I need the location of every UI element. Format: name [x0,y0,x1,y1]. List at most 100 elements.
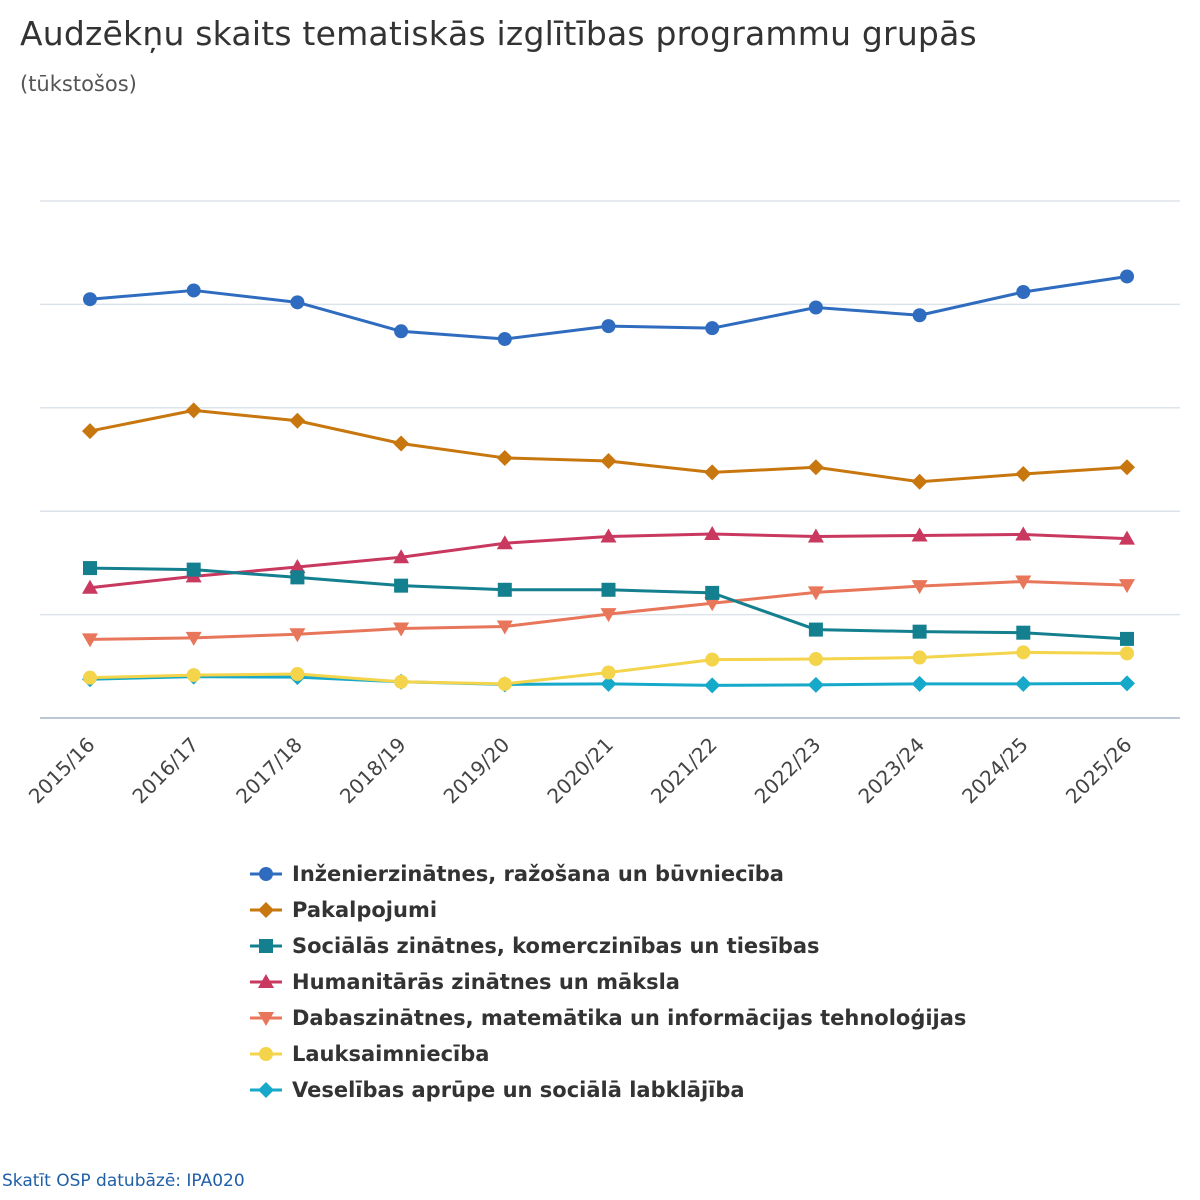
data-point[interactable] [600,608,617,623]
source-database-link[interactable]: Skatīt OSP datubāzē: IPA020 [2,1171,245,1191]
legend-label: Sociālās zinātnes, komerczinības un ties… [292,934,820,958]
data-point[interactable] [1120,269,1134,284]
legend-label: Pakalpojumi [292,898,438,922]
data-point[interactable] [600,528,617,543]
data-point[interactable] [705,321,720,336]
data-point[interactable] [911,473,928,490]
data-point[interactable] [911,527,928,542]
legend-item[interactable]: Dabaszinātnes, matemātika un informācija… [248,1000,966,1036]
data-point[interactable] [704,597,721,612]
legend-marker-diamond [250,1082,282,1098]
data-point[interactable] [912,624,927,639]
series-2 [82,402,1135,490]
data-point[interactable] [705,585,720,600]
x-tick-label: 2024/25 [957,733,1033,809]
data-point[interactable] [82,423,98,440]
data-point[interactable] [394,674,409,689]
data-point[interactable] [1120,646,1134,661]
x-tick-label: 2019/20 [439,733,515,809]
data-point[interactable] [704,464,721,481]
legend-item[interactable]: Humanitārās zinātnes un māksla [248,964,966,1000]
data-point[interactable] [290,667,305,682]
data-point[interactable] [289,412,306,429]
line-chart: 2015/16 2016/17 2017/18 2018/19 2019/20 2020/… [24,200,1180,809]
data-point[interactable] [83,292,97,307]
legend-marker-square [250,939,282,953]
data-point[interactable] [185,402,202,419]
data-point[interactable] [1015,465,1032,482]
data-point[interactable] [289,628,306,643]
data-point[interactable] [911,675,928,692]
x-tick-label: 2021/22 [646,733,722,809]
series-group [82,269,1135,694]
data-point[interactable] [83,670,97,685]
chart-title: Audzēkņu skaits tematiskās izglītības pr… [20,14,977,53]
legend-item[interactable]: Veselības aprūpe un sociālā labklājība [248,1072,966,1108]
data-point[interactable] [1015,575,1032,590]
data-point[interactable] [808,300,823,315]
data-point[interactable] [290,295,305,310]
data-point[interactable] [393,435,410,452]
data-point[interactable] [496,620,513,635]
data-point[interactable] [186,562,201,577]
data-point[interactable] [497,332,512,347]
legend-label: Veselības aprūpe un sociālā labklājība [292,1078,745,1102]
chart-subtitle: (tūkstošos) [20,72,137,96]
series-5 [82,575,1135,648]
data-point[interactable] [1016,284,1031,299]
data-point[interactable] [394,578,409,593]
data-point[interactable] [393,549,410,564]
data-point[interactable] [1016,645,1031,660]
data-point[interactable] [912,650,927,665]
legend-marker-circle [250,1047,282,1061]
x-tick-label: 2025/26 [1061,733,1137,809]
data-point[interactable] [497,676,512,691]
data-point[interactable] [186,668,201,683]
data-point[interactable] [807,586,824,601]
legend-marker-triangle-up [250,974,282,988]
data-point[interactable] [705,652,720,667]
legend-item[interactable]: Inženierzinātnes, ražošana un būvniecība [248,856,966,892]
data-point[interactable] [290,570,305,585]
data-point[interactable] [600,453,617,470]
data-point[interactable] [1119,459,1135,476]
data-point[interactable] [912,308,927,323]
data-point[interactable] [704,677,721,694]
legend-item[interactable]: Lauksaimniecība [248,1036,966,1072]
data-point[interactable] [496,535,513,550]
data-point[interactable] [82,579,98,594]
data-point[interactable] [807,528,824,543]
data-point[interactable] [393,622,410,637]
series-1 [83,269,1134,347]
data-point[interactable] [1119,675,1135,692]
data-point[interactable] [807,459,824,476]
data-point[interactable] [601,665,616,680]
data-point[interactable] [808,652,823,667]
data-point[interactable] [496,449,513,466]
legend-item[interactable]: Pakalpojumi [248,892,966,928]
data-point[interactable] [600,675,617,692]
data-point[interactable] [1016,625,1031,640]
data-point[interactable] [601,319,616,334]
data-point[interactable] [289,559,306,574]
data-point[interactable] [807,676,824,693]
data-point[interactable] [1015,526,1032,541]
data-point[interactable] [83,561,97,576]
legend-label: Inženierzinātnes, ražošana un būvniecība [292,862,784,886]
data-point[interactable] [601,582,616,597]
data-point[interactable] [186,283,201,298]
data-point[interactable] [82,633,98,648]
legend-item[interactable]: Sociālās zinātnes, komerczinības un ties… [248,928,966,964]
data-point[interactable] [808,622,823,637]
data-point[interactable] [1119,530,1135,545]
data-point[interactable] [1120,631,1134,646]
x-tick-label: 2022/23 [750,733,826,809]
data-point[interactable] [1015,675,1032,692]
data-point[interactable] [394,324,409,339]
series-3 [83,561,1134,646]
data-point[interactable] [704,525,721,540]
data-point[interactable] [1119,579,1135,594]
data-point[interactable] [911,580,928,595]
data-point[interactable] [185,631,202,646]
data-point[interactable] [497,582,512,597]
